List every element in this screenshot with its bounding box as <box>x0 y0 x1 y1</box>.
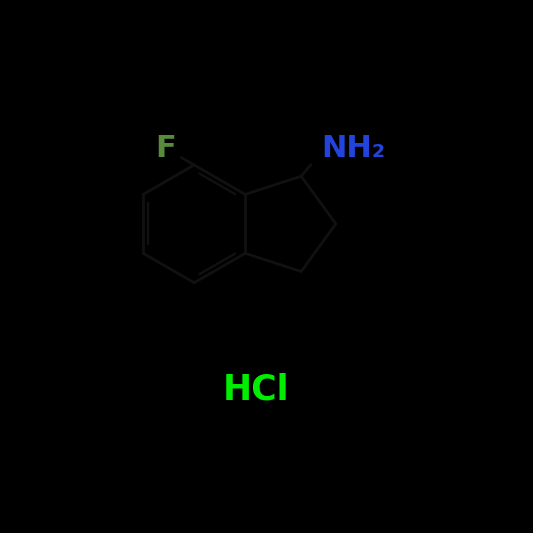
Text: NH₂: NH₂ <box>321 134 385 163</box>
Text: HCl: HCl <box>223 372 289 406</box>
Text: F: F <box>155 134 176 163</box>
